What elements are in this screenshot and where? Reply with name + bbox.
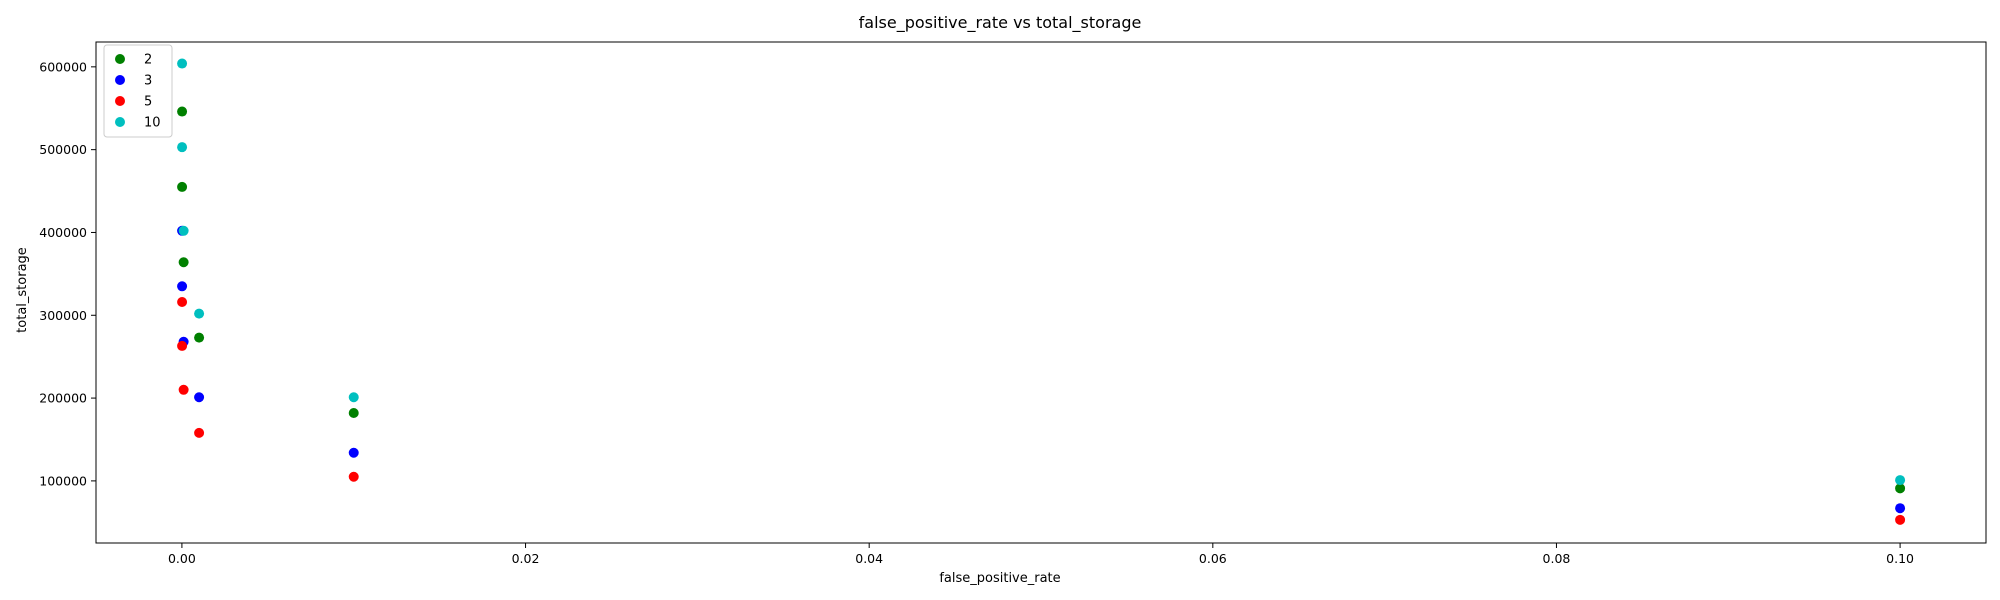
x-tick-label: 0.00 [168, 551, 196, 566]
x-tick-label: 0.04 [855, 551, 883, 566]
y-tick-label: 600000 [39, 59, 87, 74]
y-tick-label: 100000 [39, 473, 87, 488]
x-tick-label: 0.08 [1543, 551, 1571, 566]
scatter-point-series-2 [178, 257, 189, 268]
scatter-point-series-10 [178, 225, 189, 236]
x-axis-label: false_positive_rate [939, 571, 1060, 586]
axes: 0.00 0.02 0.04 0.06 0.08 0.10 100000 200000 3000… [39, 59, 1914, 566]
plot-frame [95, 41, 1987, 544]
scatter-point-series-10 [348, 392, 359, 403]
x-tick-label: 0.06 [1199, 551, 1227, 566]
x-tick-label: 0.10 [1886, 551, 1914, 566]
scatter-point-series-2 [177, 181, 188, 192]
legend-marker-3 [115, 75, 125, 85]
legend-marker-2 [115, 54, 125, 64]
scatter-point-series-3 [194, 392, 205, 403]
legend-label-10: 10 [144, 116, 161, 131]
scatter-point-series-10 [177, 142, 188, 153]
legend-marker-5 [115, 96, 125, 106]
y-tick-label: 400000 [39, 225, 87, 240]
scatter-point-series-5 [194, 427, 205, 438]
legend-label-5: 5 [144, 95, 152, 110]
x-tick-label: 0.02 [512, 551, 540, 566]
scatter-point-series-5 [348, 471, 359, 482]
scatter-point-series-10 [194, 308, 205, 319]
y-tick-label: 300000 [39, 308, 87, 323]
y-tick-label: 500000 [39, 142, 87, 157]
scatter-point-series-2 [194, 332, 205, 343]
scatter-point-series-10 [1895, 475, 1906, 486]
scatter-point-series-5 [177, 297, 188, 308]
scatter-point-series-3 [348, 447, 359, 458]
data-points [177, 58, 1906, 525]
legend: 2 3 5 10 [103, 44, 173, 138]
legend-box [103, 44, 173, 138]
scatter-point-series-5 [177, 340, 188, 351]
scatter-point-series-5 [1895, 514, 1906, 525]
legend-label-2: 2 [144, 53, 152, 68]
legend-label-3: 3 [144, 74, 152, 89]
legend-marker-10 [115, 117, 125, 127]
y-tick-label: 200000 [39, 391, 87, 406]
scatter-point-series-2 [177, 106, 188, 117]
scatter-point-series-5 [178, 384, 189, 395]
scatter-point-series-3 [177, 281, 188, 292]
scatter-point-series-2 [1895, 483, 1906, 494]
scatter-point-series-10 [177, 58, 188, 69]
chart-title: false_positive_rate vs total_storage [859, 13, 1142, 33]
scatter-point-series-3 [1895, 503, 1906, 514]
y-axis-label: total_storage [15, 247, 30, 333]
scatter-point-series-2 [348, 407, 359, 418]
